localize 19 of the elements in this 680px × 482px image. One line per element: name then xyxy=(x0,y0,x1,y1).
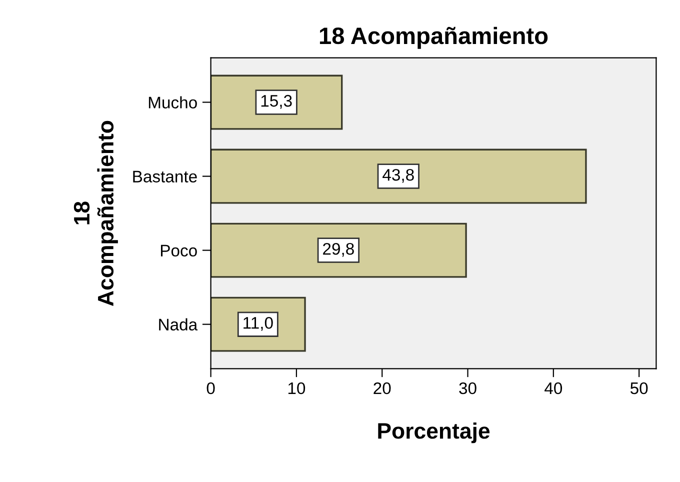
y-tick-label: Nada xyxy=(159,318,198,331)
x-axis-title: Porcentaje xyxy=(378,422,490,444)
x-tick-label: 50 xyxy=(630,382,648,394)
bar xyxy=(210,222,467,278)
data-label: 43,8 xyxy=(382,168,414,183)
x-tick-label: 20 xyxy=(374,382,391,394)
data-label: 15,3 xyxy=(261,94,292,109)
y-tick-label: Bastante xyxy=(133,170,197,182)
y-tick-label: Mucho xyxy=(148,96,197,108)
y-tick-label: Poco xyxy=(160,244,197,256)
x-tick-label: 30 xyxy=(459,382,476,394)
bar xyxy=(210,148,587,204)
chart-title: 18 Acompañamiento xyxy=(320,26,548,49)
y-axis-title: 18 Acompañamiento xyxy=(74,120,118,306)
data-label: 29,8 xyxy=(323,242,354,257)
x-tick-label: 40 xyxy=(544,382,562,394)
x-tick-label: 10 xyxy=(288,382,306,394)
x-tick-label: 0 xyxy=(206,382,215,394)
data-label: 11,0 xyxy=(244,316,273,331)
